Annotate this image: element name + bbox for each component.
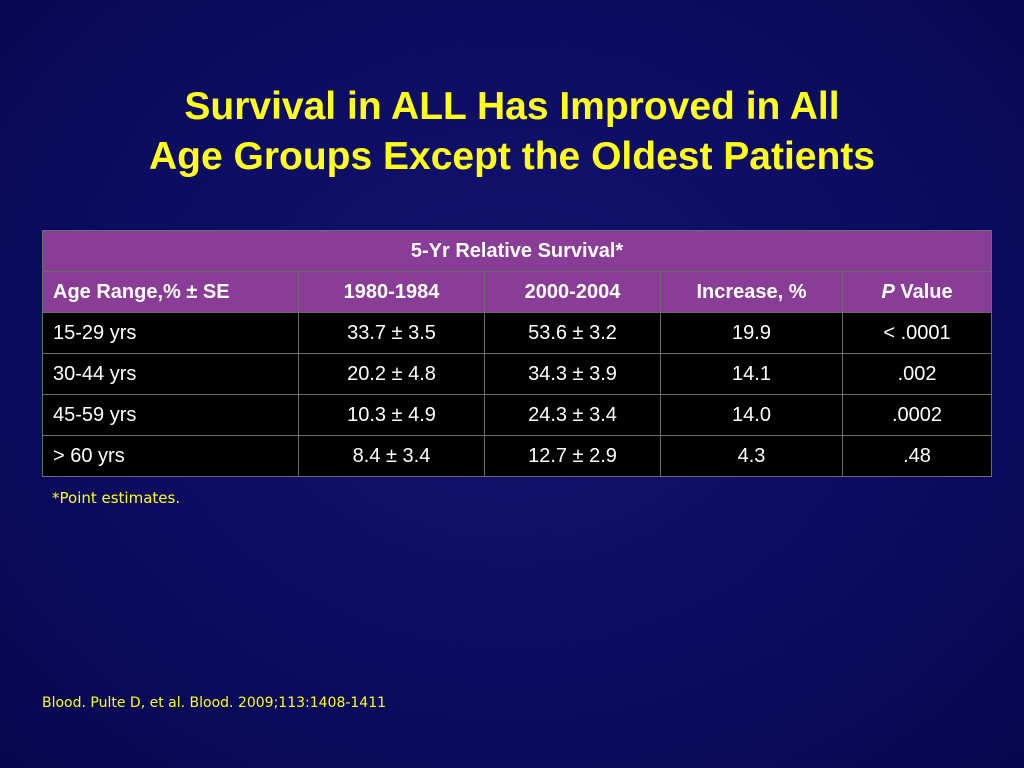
column-header-p-value: P Value: [841, 271, 993, 313]
table-row: 30-44 yrs 20.2 ± 4.8 34.3 ± 3.9 14.1 .00…: [42, 353, 993, 395]
group-header-cell: 5-Yr Relative Survival*: [41, 230, 993, 272]
p-value-suffix: Value: [894, 280, 953, 303]
table-row: > 60 yrs 8.4 ± 3.4 12.7 ± 2.9 4.3 .48: [42, 435, 993, 477]
age-cell: > 60 yrs: [42, 435, 299, 477]
column-header-age: Age Range,% ± SE: [42, 271, 299, 313]
age-cell: 45-59 yrs: [42, 394, 299, 436]
footnote: *Point estimates.: [52, 489, 181, 507]
column-header-2000: 2000-2004: [484, 271, 661, 313]
p-value-cell: .48: [841, 435, 993, 477]
survival-1980-cell: 20.2 ± 4.8: [298, 353, 485, 395]
survival-2000-cell: 34.3 ± 3.9: [484, 353, 661, 395]
age-cell: 30-44 yrs: [42, 353, 299, 395]
survival-1980-cell: 8.4 ± 3.4: [298, 435, 485, 477]
increase-cell: 14.1: [660, 353, 843, 395]
slide-title-line-1: Survival in ALL Has Improved in All: [184, 85, 840, 128]
survival-1980-cell: 33.7 ± 3.5: [298, 312, 485, 354]
increase-cell: 19.9: [660, 312, 843, 354]
survival-table: 5-Yr Relative Survival* Age Range,% ± SE…: [41, 230, 993, 477]
table-header-row: Age Range,% ± SE 1980-1984 2000-2004 Inc…: [42, 271, 993, 313]
citation: Blood. Pulte D, et al. Blood. 2009;113:1…: [42, 695, 387, 711]
p-value-cell: .0002: [841, 394, 993, 436]
table-row: 45-59 yrs 10.3 ± 4.9 24.3 ± 3.4 14.0 .00…: [42, 394, 993, 436]
age-cell: 15-29 yrs: [42, 312, 299, 354]
slide-title: Survival in ALL Has Improved in All Age …: [0, 82, 1024, 182]
p-letter: P: [881, 280, 895, 303]
column-header-increase: Increase, %: [660, 271, 843, 313]
p-value-cell: .002: [841, 353, 993, 395]
column-header-1980: 1980-1984: [298, 271, 485, 313]
survival-1980-cell: 10.3 ± 4.9: [298, 394, 485, 436]
increase-cell: 4.3: [660, 435, 843, 477]
slide-title-line-2: Age Groups Except the Oldest Patients: [149, 135, 875, 178]
table-group-header-row: 5-Yr Relative Survival*: [41, 230, 993, 272]
p-value-cell: < .0001: [841, 312, 993, 354]
increase-cell: 14.0: [660, 394, 843, 436]
survival-2000-cell: 12.7 ± 2.9: [484, 435, 661, 477]
survival-2000-cell: 24.3 ± 3.4: [484, 394, 661, 436]
survival-2000-cell: 53.6 ± 3.2: [484, 312, 661, 354]
table-row: 15-29 yrs 33.7 ± 3.5 53.6 ± 3.2 19.9 < .…: [42, 312, 993, 354]
